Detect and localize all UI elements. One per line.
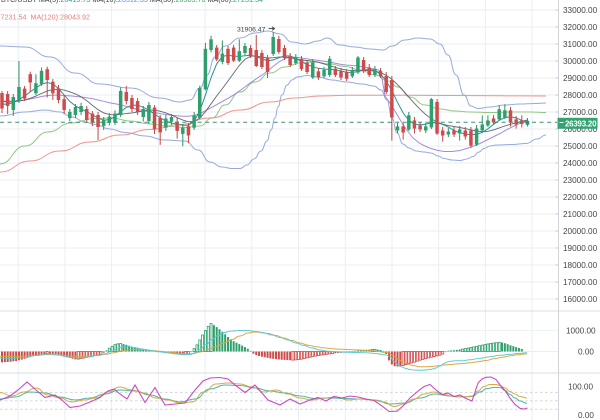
svg-text:33000.00: 33000.00 [563,6,598,15]
svg-text:17000.00: 17000.00 [563,278,598,287]
svg-text:25000.00: 25000.00 [563,142,598,151]
svg-text:20000.00: 20000.00 [563,227,598,236]
svg-text:23000.00: 23000.00 [563,176,598,185]
svg-text:100.00: 100.00 [568,383,593,392]
svg-text:32000.00: 32000.00 [563,23,598,32]
svg-text:21000.00: 21000.00 [563,210,598,219]
svg-text:26000.00: 26000.00 [563,125,598,134]
svg-text:27000.00: 27000.00 [563,108,598,117]
svg-text:0.00: 0.00 [578,411,594,420]
svg-text:7231.54 MA(120):28043.92: 7231.54 MA(120):28043.92 [1,13,91,22]
svg-text:29000.00: 29000.00 [563,74,598,83]
svg-text:1000.00: 1000.00 [566,326,596,335]
svg-text:26393.20: 26393.20 [565,119,597,128]
svg-text:BTC/USDT MA(5):26419.73 MA(10): BTC/USDT MA(5):26419.73 MA(10):26512.35 … [1,0,263,4]
svg-text:31000.00: 31000.00 [563,40,598,49]
svg-text:22000.00: 22000.00 [563,193,598,202]
svg-text:0.00: 0.00 [578,347,594,356]
svg-text:30000.00: 30000.00 [563,57,598,66]
svg-text:24000.00: 24000.00 [563,159,598,168]
svg-text:28000.00: 28000.00 [563,91,598,100]
svg-text:31906.47: 31906.47 [237,26,266,33]
svg-text:19000.00: 19000.00 [563,244,598,253]
svg-text:18000.00: 18000.00 [563,261,598,270]
svg-text:16000.00: 16000.00 [563,295,598,304]
